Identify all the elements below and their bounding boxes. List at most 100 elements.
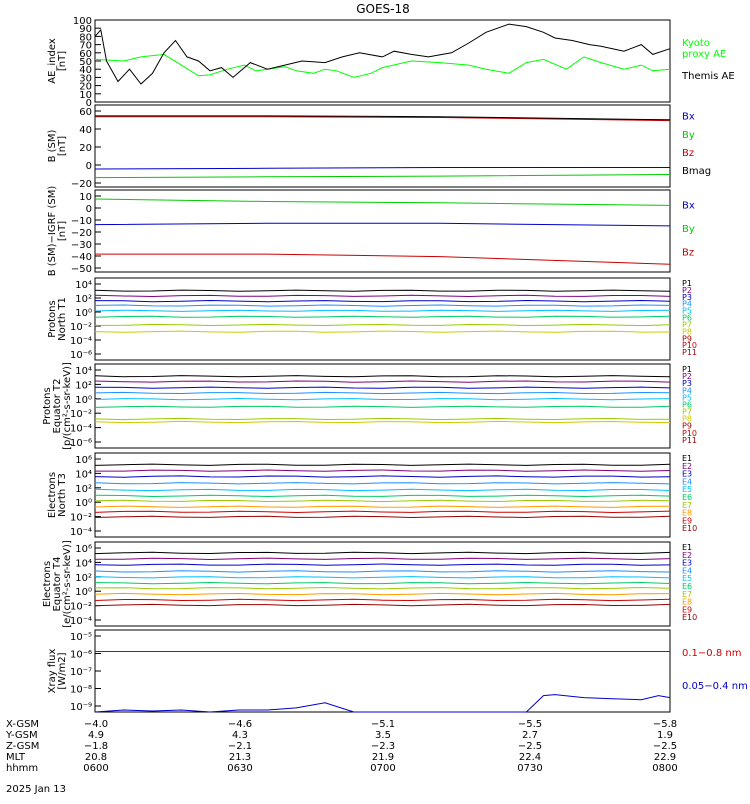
x-row-value: 21.9: [372, 752, 394, 763]
legend-entry: P5: [682, 393, 692, 402]
series-line: [94, 598, 671, 602]
legend-entry: P11: [682, 348, 697, 357]
series-line: [94, 315, 671, 318]
series-line: [94, 405, 671, 408]
x-row-value: 1.9: [657, 730, 673, 741]
y-axis-label: [p/(cm²-s-sr-keV)]: [62, 362, 73, 450]
legend-entry: P2: [682, 372, 692, 381]
series-line: [94, 53, 671, 78]
panel-protons-equator-t2: 10⁴ 10² 10⁰ 10⁻² 10⁻⁴ 10⁻⁶ Protons Equator T2 [p…: [42, 362, 697, 450]
x-row-value: −5.5: [518, 719, 542, 730]
y-tick-label: 10⁻⁴: [70, 616, 92, 627]
legend-entry: P6: [682, 400, 692, 409]
y-axis-label: AE_index: [47, 38, 58, 84]
x-row-value: −2.3: [371, 741, 395, 752]
y-tick-label: −20: [71, 179, 92, 190]
y-tick-label: 50: [79, 57, 92, 68]
series-line: [94, 494, 671, 498]
legend-entry: P10: [682, 341, 697, 350]
y-tick-label: 0: [86, 98, 92, 109]
y-tick-label: 10⁻⁸: [70, 685, 92, 696]
x-row-label: MLT: [6, 752, 26, 763]
y-tick-label: 40: [79, 65, 92, 76]
series-line: [94, 581, 671, 585]
y-tick-label: 60: [79, 107, 92, 118]
y-tick-label: 0: [86, 161, 92, 172]
series-line: [94, 289, 671, 292]
y-tick-label: −20: [71, 228, 92, 239]
y-tick-label: 10⁻⁴: [70, 336, 92, 347]
y-tick-label: 10⁴: [75, 280, 92, 291]
x-row-label: Y-GSM: [5, 730, 38, 741]
x-row-value: 0800: [652, 763, 677, 774]
series-line: [94, 603, 671, 607]
series-line: [94, 323, 671, 327]
legend-entry: Bz: [682, 248, 694, 259]
legend-entry: P7: [682, 408, 692, 417]
series-line: [94, 397, 671, 401]
series-line: [94, 557, 671, 561]
legend-entry: P8: [682, 327, 692, 336]
y-tick-label: 10⁻⁵: [70, 632, 92, 643]
x-row-value: 3.5: [375, 730, 391, 741]
series-line: [95, 469, 671, 472]
series-line: [94, 417, 671, 421]
panel-frame: [94, 541, 671, 627]
legend-entry: E2: [682, 462, 692, 471]
legend-entry: By: [682, 130, 695, 141]
legend-entry: proxy AE: [682, 49, 726, 60]
x-row-value: −4.0: [84, 719, 108, 730]
series-line: [94, 299, 671, 303]
x-row-value: −1.8: [84, 741, 108, 752]
series-line: [94, 380, 671, 383]
y-axis-label: Electrons: [42, 561, 53, 607]
legend-entry: P5: [682, 307, 692, 316]
x-row-value: −2.5: [653, 741, 677, 752]
legend-entry: P8: [682, 415, 692, 424]
y-tick-label: 10⁶: [75, 544, 92, 555]
y-tick-label: 10: [79, 90, 92, 101]
panel-b-sm: −20 0 20 40 60 B (SM) [nT] Bx By Bz Bmag: [47, 104, 711, 190]
y-tick-label: 40: [79, 125, 92, 136]
series-line: [94, 592, 671, 596]
legend-entry: P2: [682, 286, 692, 295]
legend-entry: P1: [682, 365, 692, 374]
panel-xray-flux: 10⁻⁵ 10⁻⁶ 10⁻⁷ 10⁻⁸ 10⁻⁹ Xray flux [W/m2] 0.1−0…: [47, 629, 748, 713]
x-row-value: 2.7: [522, 730, 538, 741]
legend-entry: E6: [682, 493, 692, 502]
y-tick-label: 100: [73, 16, 92, 27]
y-tick-label: 20: [79, 82, 92, 93]
y-tick-label: 10⁻⁷: [70, 667, 92, 678]
legend-entry: P10: [682, 429, 697, 438]
legend-entry: E9: [682, 605, 692, 614]
y-axis-label: B (SM)−IGRF (SM): [47, 186, 58, 277]
y-tick-label: 80: [79, 32, 92, 43]
y-tick-label: 10⁻²: [70, 322, 92, 333]
y-tick-label: 10⁴: [75, 366, 92, 377]
y-tick-label: 10⁰: [75, 395, 92, 406]
x-row-value: 0730: [517, 763, 542, 774]
legend-entry: P6: [682, 314, 692, 323]
y-tick-label: 10⁻²: [70, 602, 92, 613]
series-line: [94, 23, 671, 85]
y-tick-label: 10⁴: [75, 558, 92, 569]
y-tick-label: 10²: [75, 484, 92, 495]
legend-entry: P4: [682, 300, 692, 309]
series-line: [95, 115, 671, 121]
legend-entry: P11: [682, 436, 697, 445]
x-row-value: 4.9: [88, 730, 104, 741]
y-tick-label: 10⁻⁶: [70, 650, 92, 661]
y-tick-label: 10⁰: [75, 498, 92, 509]
series-line: [94, 515, 671, 519]
legend-entry: Bmag: [682, 166, 711, 177]
y-tick-label: 10²: [75, 380, 92, 391]
legend-entry: E3: [682, 470, 692, 479]
series-line: [94, 570, 671, 573]
legend-entry: E10: [682, 524, 697, 533]
y-tick-label: 10⁰: [75, 308, 92, 319]
series-line: [94, 375, 671, 378]
y-tick-label: 10²: [75, 294, 92, 305]
legend-entry: E5: [682, 485, 692, 494]
